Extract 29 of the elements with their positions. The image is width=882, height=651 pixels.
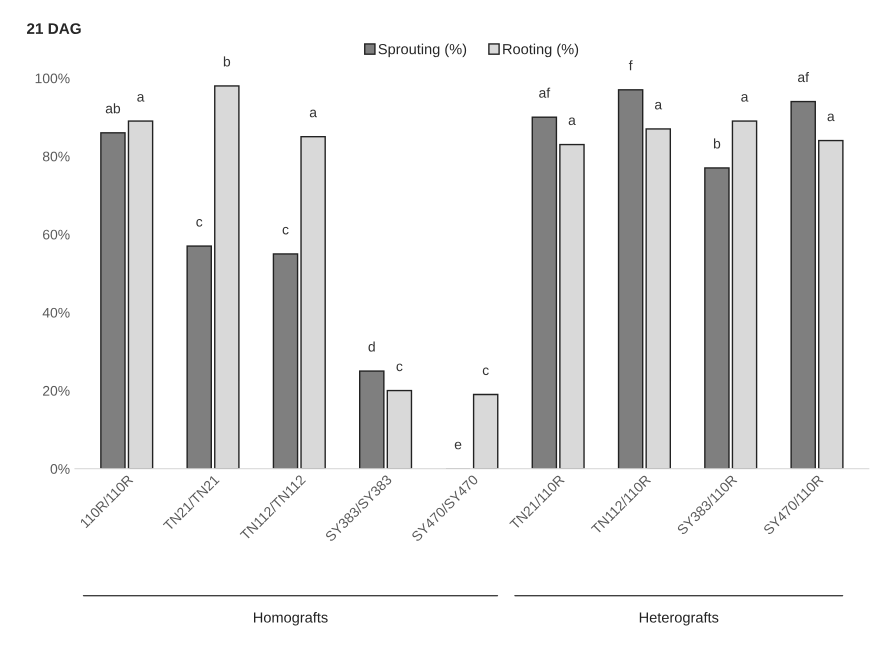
annotation: ab — [106, 103, 120, 114]
annotation: c — [196, 219, 202, 227]
annotation: a — [137, 94, 144, 102]
y-tick-label: 40% — [42, 308, 70, 318]
annotation: a — [568, 118, 576, 126]
annotation: af — [798, 72, 810, 82]
annotation: e — [454, 442, 462, 450]
y-tick-label: 20% — [43, 386, 70, 396]
annotation: a — [741, 94, 748, 102]
legend-label: Rooting (%) — [503, 44, 578, 58]
y-tick-label: 0% — [50, 464, 70, 474]
chart-title: 21 DAG — [26, 23, 81, 34]
annotation: af — [539, 88, 550, 98]
annotation: c — [282, 226, 289, 234]
y-tick-label: 80% — [42, 152, 70, 162]
annotation: b — [714, 138, 720, 149]
annotation: f — [628, 60, 633, 70]
legend-label: Sprouting (%) — [378, 44, 466, 58]
annotation: d — [368, 341, 375, 352]
annotation: a — [828, 114, 835, 122]
annotation: c — [396, 364, 402, 372]
y-tick-label: 100% — [36, 73, 70, 84]
annotation: c — [482, 367, 489, 376]
annotation: b — [224, 56, 230, 67]
annotation: a — [310, 110, 317, 118]
text: Homografts — [254, 612, 328, 626]
text: Heterografts — [640, 612, 718, 626]
annotation: a — [654, 102, 662, 110]
y-tick-label: 60% — [43, 230, 70, 240]
